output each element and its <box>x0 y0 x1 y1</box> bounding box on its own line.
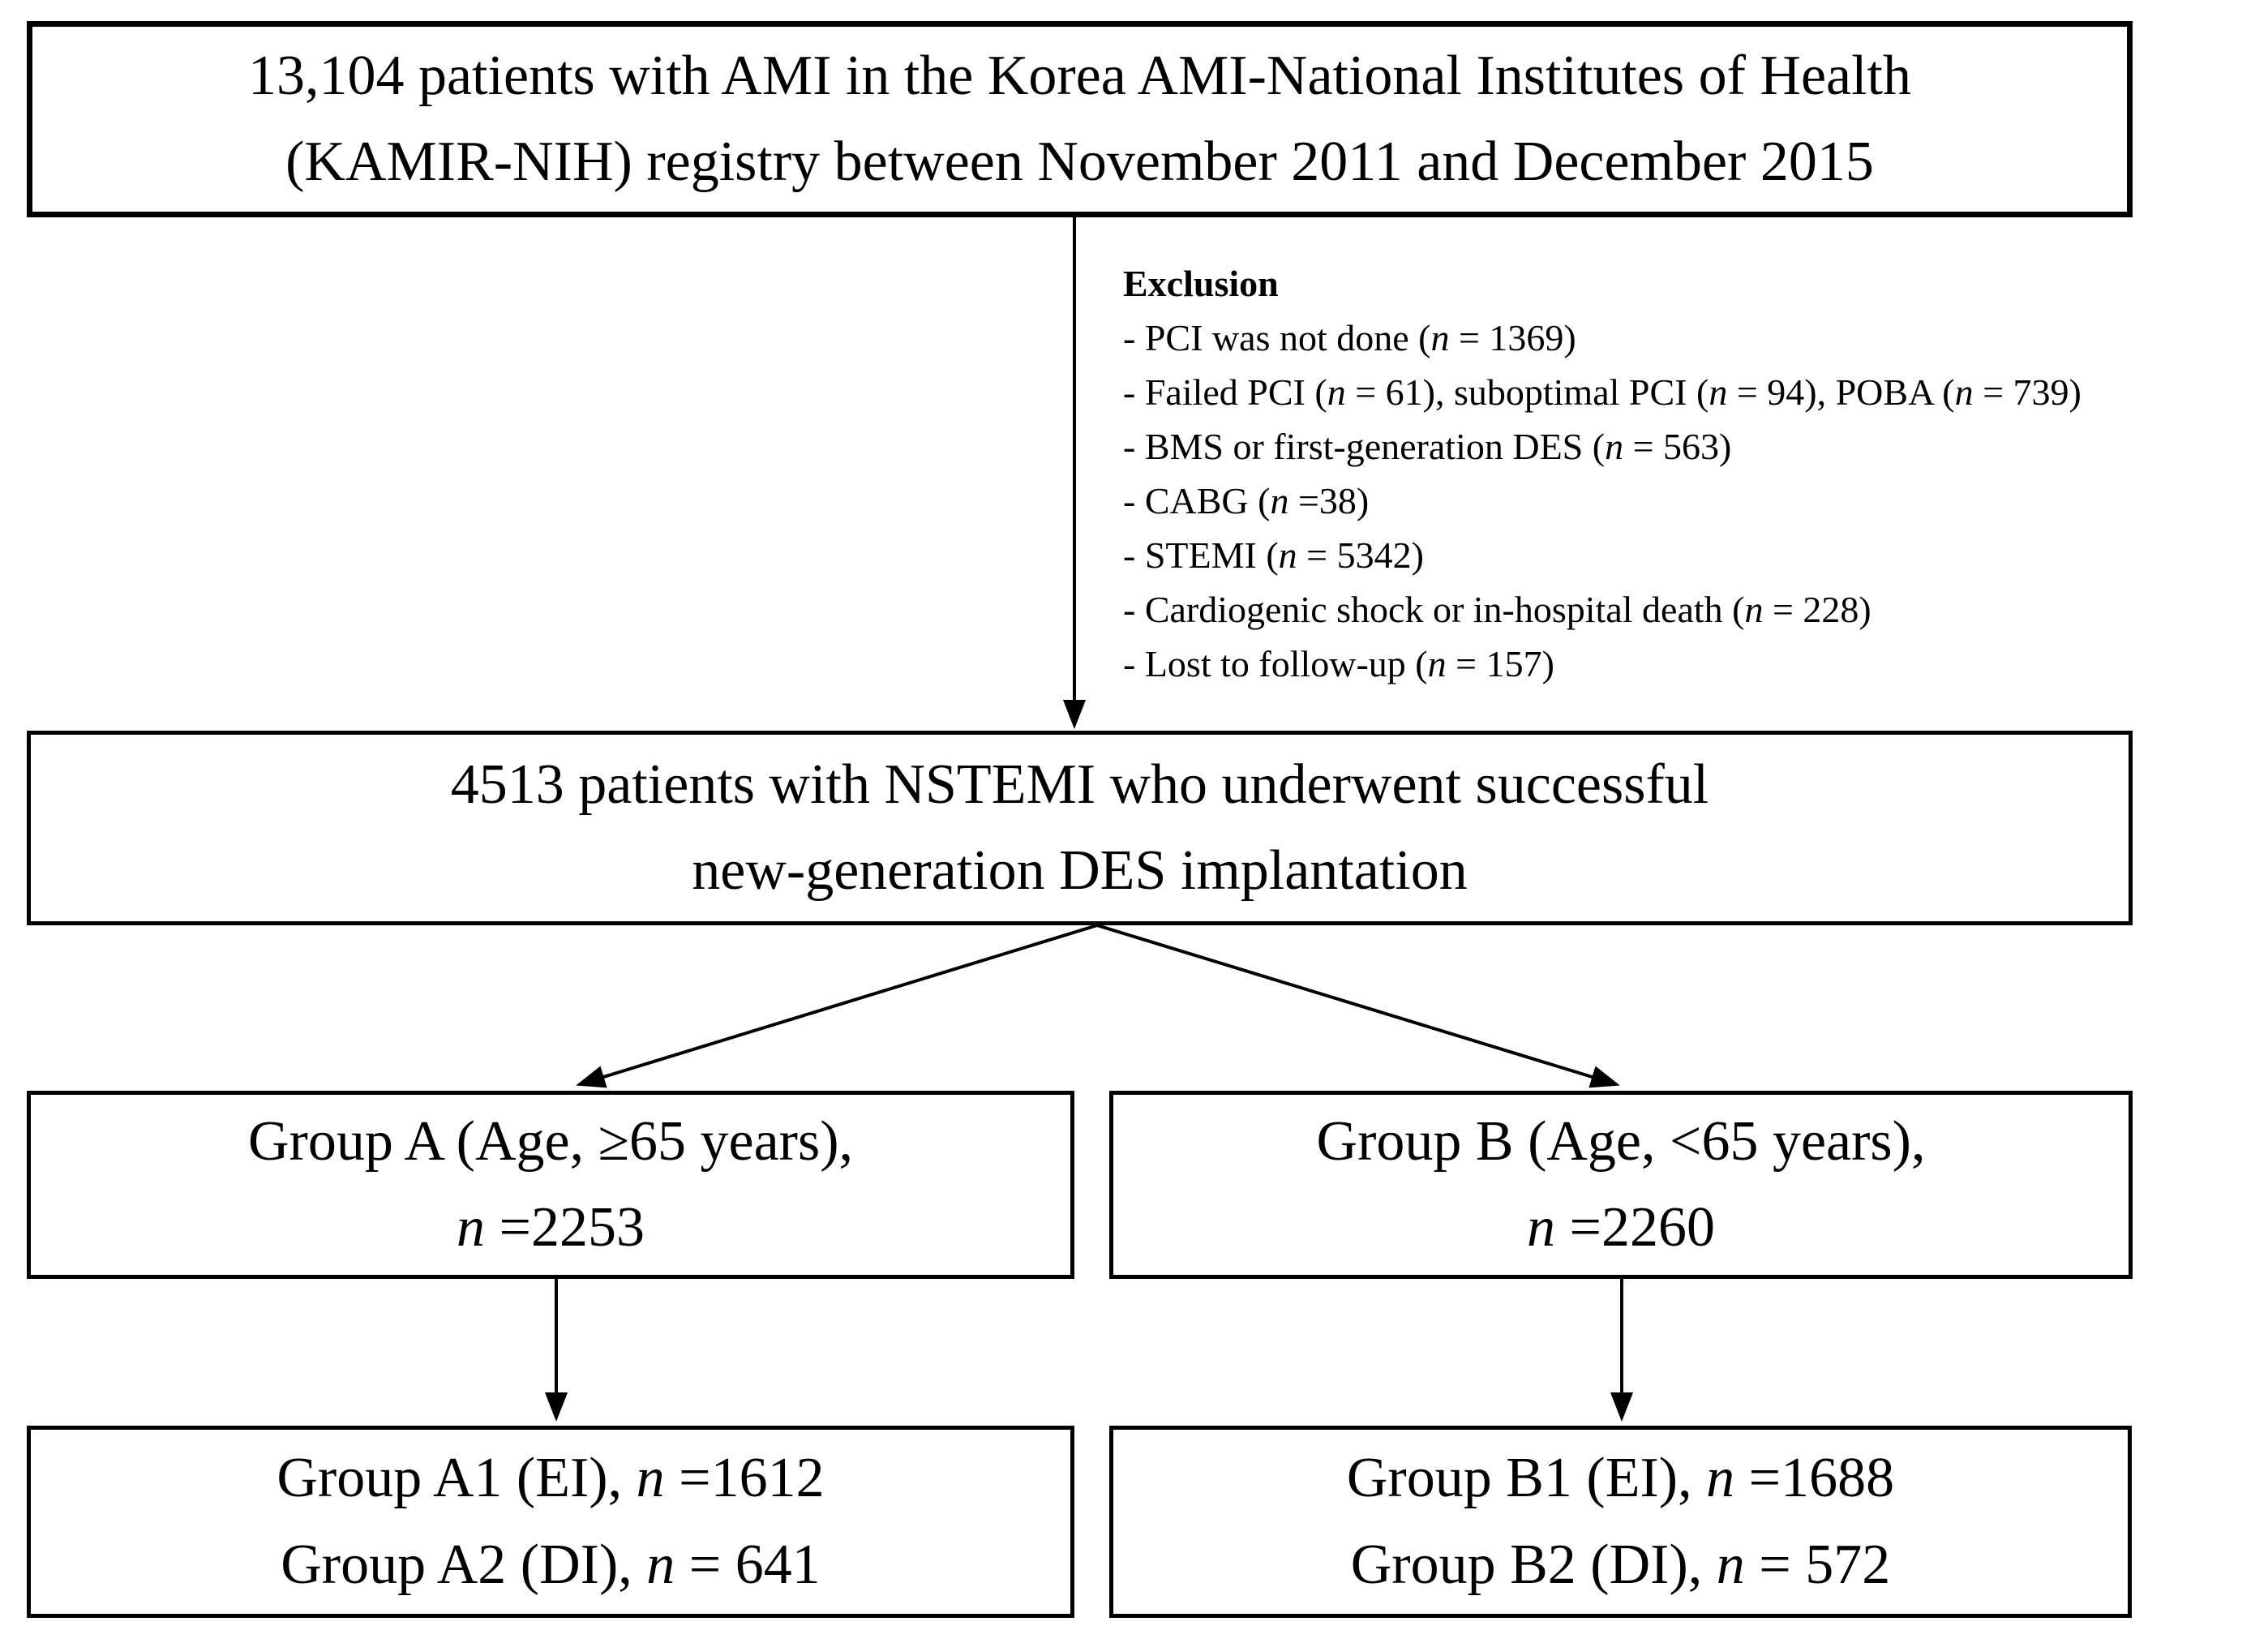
exclusion-item: - Lost to follow-up (n = 157) <box>1123 643 1554 684</box>
exclusion-item: - PCI was not done (n = 1369) <box>1123 317 1576 358</box>
box-group-b: Group B (Age, <65 years), n =2260 <box>1109 1091 2133 1279</box>
box-group-b2-line: Group B2 (DI), n = 572 <box>1350 1533 1891 1596</box>
box-group-a: Group A (Age, ≥65 years), n =2253 <box>27 1091 1074 1279</box>
box-group-b-line-1: Group B (Age, <65 years), <box>1316 1109 1926 1173</box>
box-group-b-subgroups: Group B1 (EI), n =1688 Group B2 (DI), n … <box>1109 1426 2132 1618</box>
box-nstemi-line-2: new-generation DES implantation <box>692 839 1468 902</box>
box-group-b-line-2: n =2260 <box>1527 1196 1715 1259</box>
exclusion-title: Exclusion <box>1123 263 1279 304</box>
box-group-a-line-2: n =2253 <box>457 1196 645 1259</box>
exclusion-item: - Cardiogenic shock or in-hospital death… <box>1123 589 1871 630</box>
box-ami-registry: 13,104 patients with AMI in the Korea AM… <box>27 21 2133 217</box>
box-nstemi-line-1: 4513 patients with NSTEMI who underwent … <box>450 753 1709 816</box>
arrow-nstemi-to-group-a <box>576 924 1098 1088</box>
exclusion-item: - CABG (n =38) <box>1123 480 1370 521</box>
box-group-a2-line: Group A2 (DI), n = 641 <box>281 1533 821 1596</box>
exclusion-item: - STEMI (n = 5342) <box>1123 534 1424 576</box>
exclusion-item: - BMS or first-generation DES (n = 563) <box>1123 426 1732 467</box>
box-nstemi-patients: 4513 patients with NSTEMI who underwent … <box>27 731 2133 925</box>
box-group-a-line-1: Group A (Age, ≥65 years), <box>247 1109 854 1173</box>
exclusion-item: - Failed PCI (n = 61), suboptimal PCI (n… <box>1123 371 2082 413</box>
box-ami-registry-line-1: 13,104 patients with AMI in the Korea AM… <box>247 44 1912 107</box>
box-group-a1-line: Group A1 (EI), n =1612 <box>277 1447 825 1510</box>
exclusion-list: Exclusion - PCI was not done (n = 1369) … <box>1123 256 2082 691</box>
arrow-nstemi-to-group-b <box>1096 924 1620 1088</box>
box-group-b1-line: Group B1 (EI), n =1688 <box>1346 1447 1895 1510</box>
box-ami-registry-line-2: (KAMIR-NIH) registry between November 20… <box>285 131 1874 193</box>
box-group-a-subgroups: Group A1 (EI), n =1612 Group A2 (DI), n … <box>27 1426 1074 1618</box>
